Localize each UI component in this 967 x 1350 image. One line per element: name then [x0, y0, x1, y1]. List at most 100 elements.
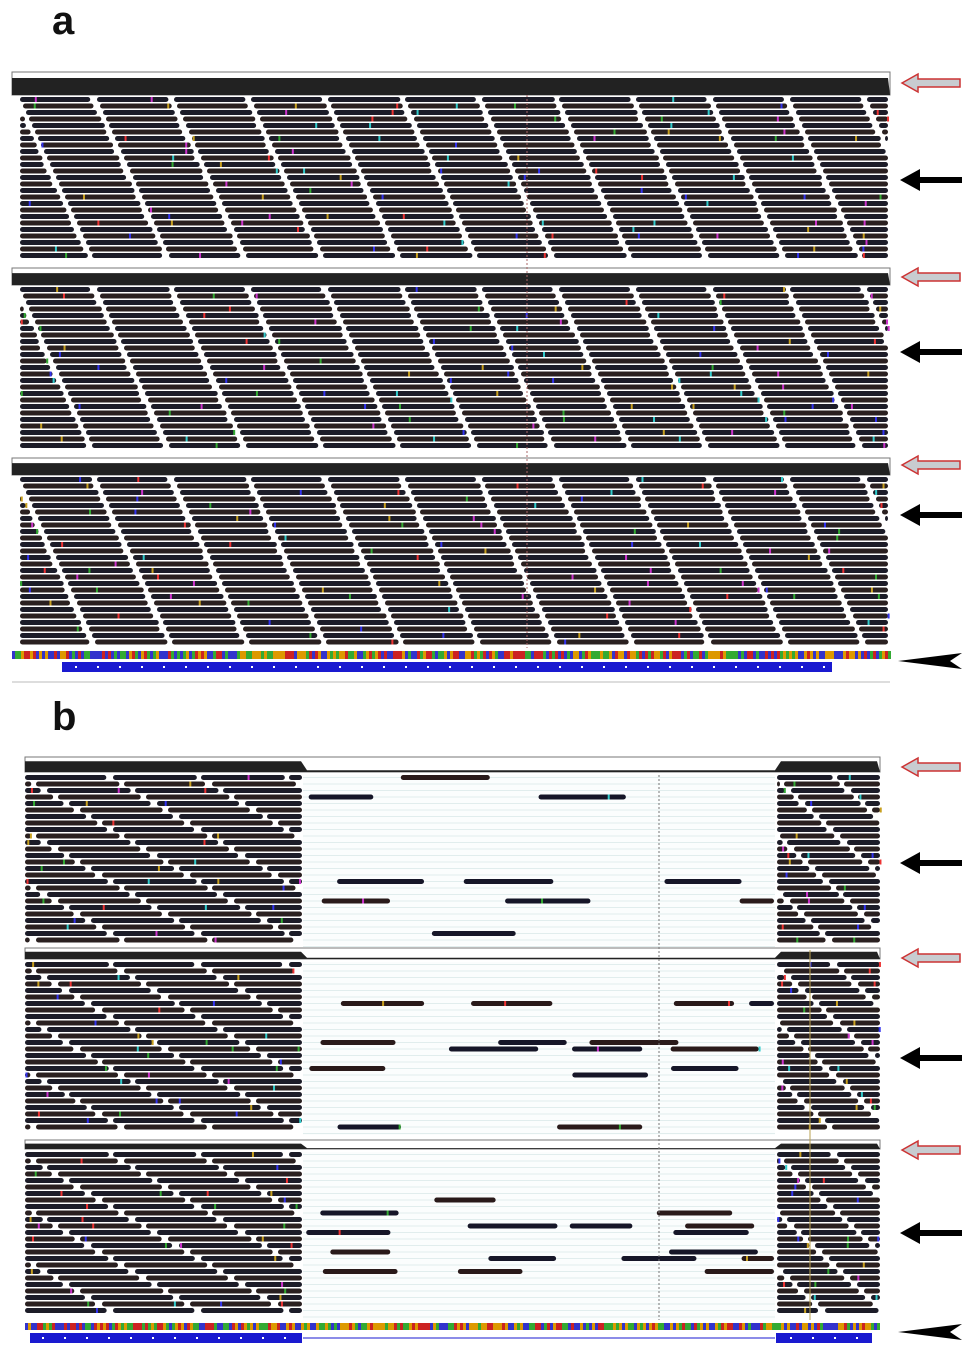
read	[367, 372, 439, 377]
read	[857, 1092, 880, 1097]
read	[311, 227, 383, 232]
mismatch	[815, 221, 817, 226]
mismatch	[653, 417, 655, 422]
mismatch	[172, 162, 174, 167]
mismatch	[787, 853, 789, 858]
base	[49, 1323, 52, 1330]
base	[846, 651, 849, 659]
base	[652, 1323, 655, 1330]
read	[871, 1295, 880, 1300]
read	[394, 240, 464, 245]
read	[536, 404, 607, 409]
read	[669, 359, 740, 364]
read	[58, 795, 141, 800]
mismatch	[796, 938, 798, 943]
read	[796, 490, 868, 495]
mismatch	[887, 117, 889, 122]
read	[154, 601, 226, 606]
read	[851, 788, 880, 793]
read	[777, 1198, 821, 1203]
read	[287, 175, 359, 180]
read	[764, 588, 836, 593]
base	[72, 651, 75, 659]
base	[181, 1323, 184, 1330]
read	[687, 208, 758, 213]
read	[168, 995, 251, 1000]
read	[414, 307, 484, 312]
base	[627, 651, 630, 659]
read	[136, 182, 208, 187]
mismatch	[710, 372, 712, 377]
read	[417, 313, 490, 318]
read	[20, 253, 88, 258]
mismatch	[278, 136, 280, 141]
base	[787, 1323, 790, 1330]
base	[337, 1323, 340, 1330]
read	[782, 437, 852, 442]
read	[151, 214, 222, 219]
read	[777, 1073, 829, 1078]
base	[123, 651, 126, 659]
read	[777, 1308, 818, 1313]
read	[572, 1073, 648, 1078]
read	[102, 873, 184, 878]
read	[256, 1099, 302, 1104]
read	[482, 287, 553, 292]
read	[671, 1047, 759, 1052]
gene-tick	[339, 666, 341, 668]
read	[850, 899, 880, 904]
read	[53, 359, 125, 364]
read	[844, 782, 880, 787]
read	[639, 294, 711, 299]
read	[802, 123, 872, 128]
mismatch	[220, 162, 222, 167]
read	[512, 542, 585, 547]
read	[71, 588, 144, 593]
read	[163, 240, 233, 245]
read	[25, 1066, 109, 1071]
read	[589, 1040, 678, 1045]
base	[162, 651, 165, 659]
mismatch	[59, 352, 61, 357]
mismatch	[152, 568, 154, 573]
read	[260, 307, 332, 312]
read	[26, 490, 99, 495]
base	[573, 651, 576, 659]
read	[157, 801, 239, 806]
read	[20, 130, 31, 135]
gene-tick	[471, 666, 473, 668]
base	[856, 1323, 859, 1330]
read	[124, 782, 205, 787]
base	[252, 651, 255, 659]
read	[80, 607, 151, 612]
base	[504, 651, 507, 659]
read	[595, 175, 667, 180]
base	[742, 1323, 745, 1330]
read	[254, 104, 327, 109]
read	[835, 385, 888, 390]
mismatch	[781, 1086, 783, 1091]
base	[231, 651, 234, 659]
base	[870, 651, 873, 659]
read	[281, 352, 354, 357]
read	[749, 1001, 774, 1006]
read	[25, 1250, 95, 1255]
read	[746, 549, 817, 554]
mismatch	[803, 1008, 805, 1013]
mismatch	[819, 1118, 821, 1123]
base	[376, 1323, 379, 1330]
read	[20, 627, 82, 632]
base	[223, 1323, 226, 1330]
read	[474, 247, 546, 252]
base	[640, 1323, 643, 1330]
read	[157, 1282, 239, 1287]
read	[503, 143, 575, 148]
gene-tick	[603, 666, 605, 668]
read	[790, 97, 861, 102]
mismatch	[631, 404, 633, 409]
read	[405, 477, 476, 482]
read	[103, 300, 173, 305]
base	[153, 651, 156, 659]
read	[488, 300, 559, 305]
mismatch	[614, 130, 616, 135]
